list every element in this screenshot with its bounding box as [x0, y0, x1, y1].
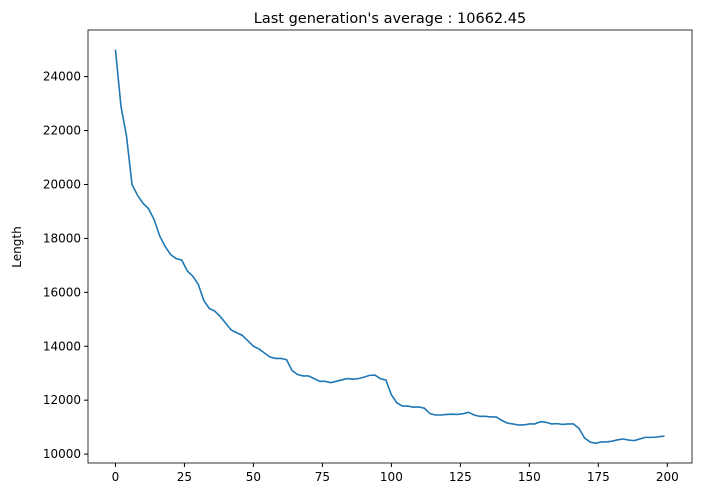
y-tick-label: 10000 [43, 447, 81, 461]
x-tick-label: 0 [112, 470, 120, 484]
y-tick-label: 12000 [43, 393, 81, 407]
y-tick-label: 16000 [43, 285, 81, 299]
x-tick-label: 125 [449, 470, 472, 484]
y-axis-label: Length [10, 226, 24, 267]
y-tick-label: 18000 [43, 231, 81, 245]
y-tick-label: 24000 [43, 70, 81, 84]
y-tick-label: 20000 [43, 177, 81, 191]
y-tick-label: 22000 [43, 124, 81, 138]
x-tick-label: 50 [246, 470, 261, 484]
x-tick-label: 75 [315, 470, 330, 484]
line-series [114, 49, 665, 445]
x-tick-label: 150 [518, 470, 541, 484]
x-tick-label: 200 [656, 470, 679, 484]
x-tick-label: 25 [177, 470, 192, 484]
plot-frame [87, 29, 693, 464]
x-tick-label: 175 [587, 470, 610, 484]
chart-title: Last generation's average : 10662.45 [254, 11, 526, 27]
x-tick-label: 100 [380, 470, 403, 484]
y-tick-label: 14000 [43, 339, 81, 353]
